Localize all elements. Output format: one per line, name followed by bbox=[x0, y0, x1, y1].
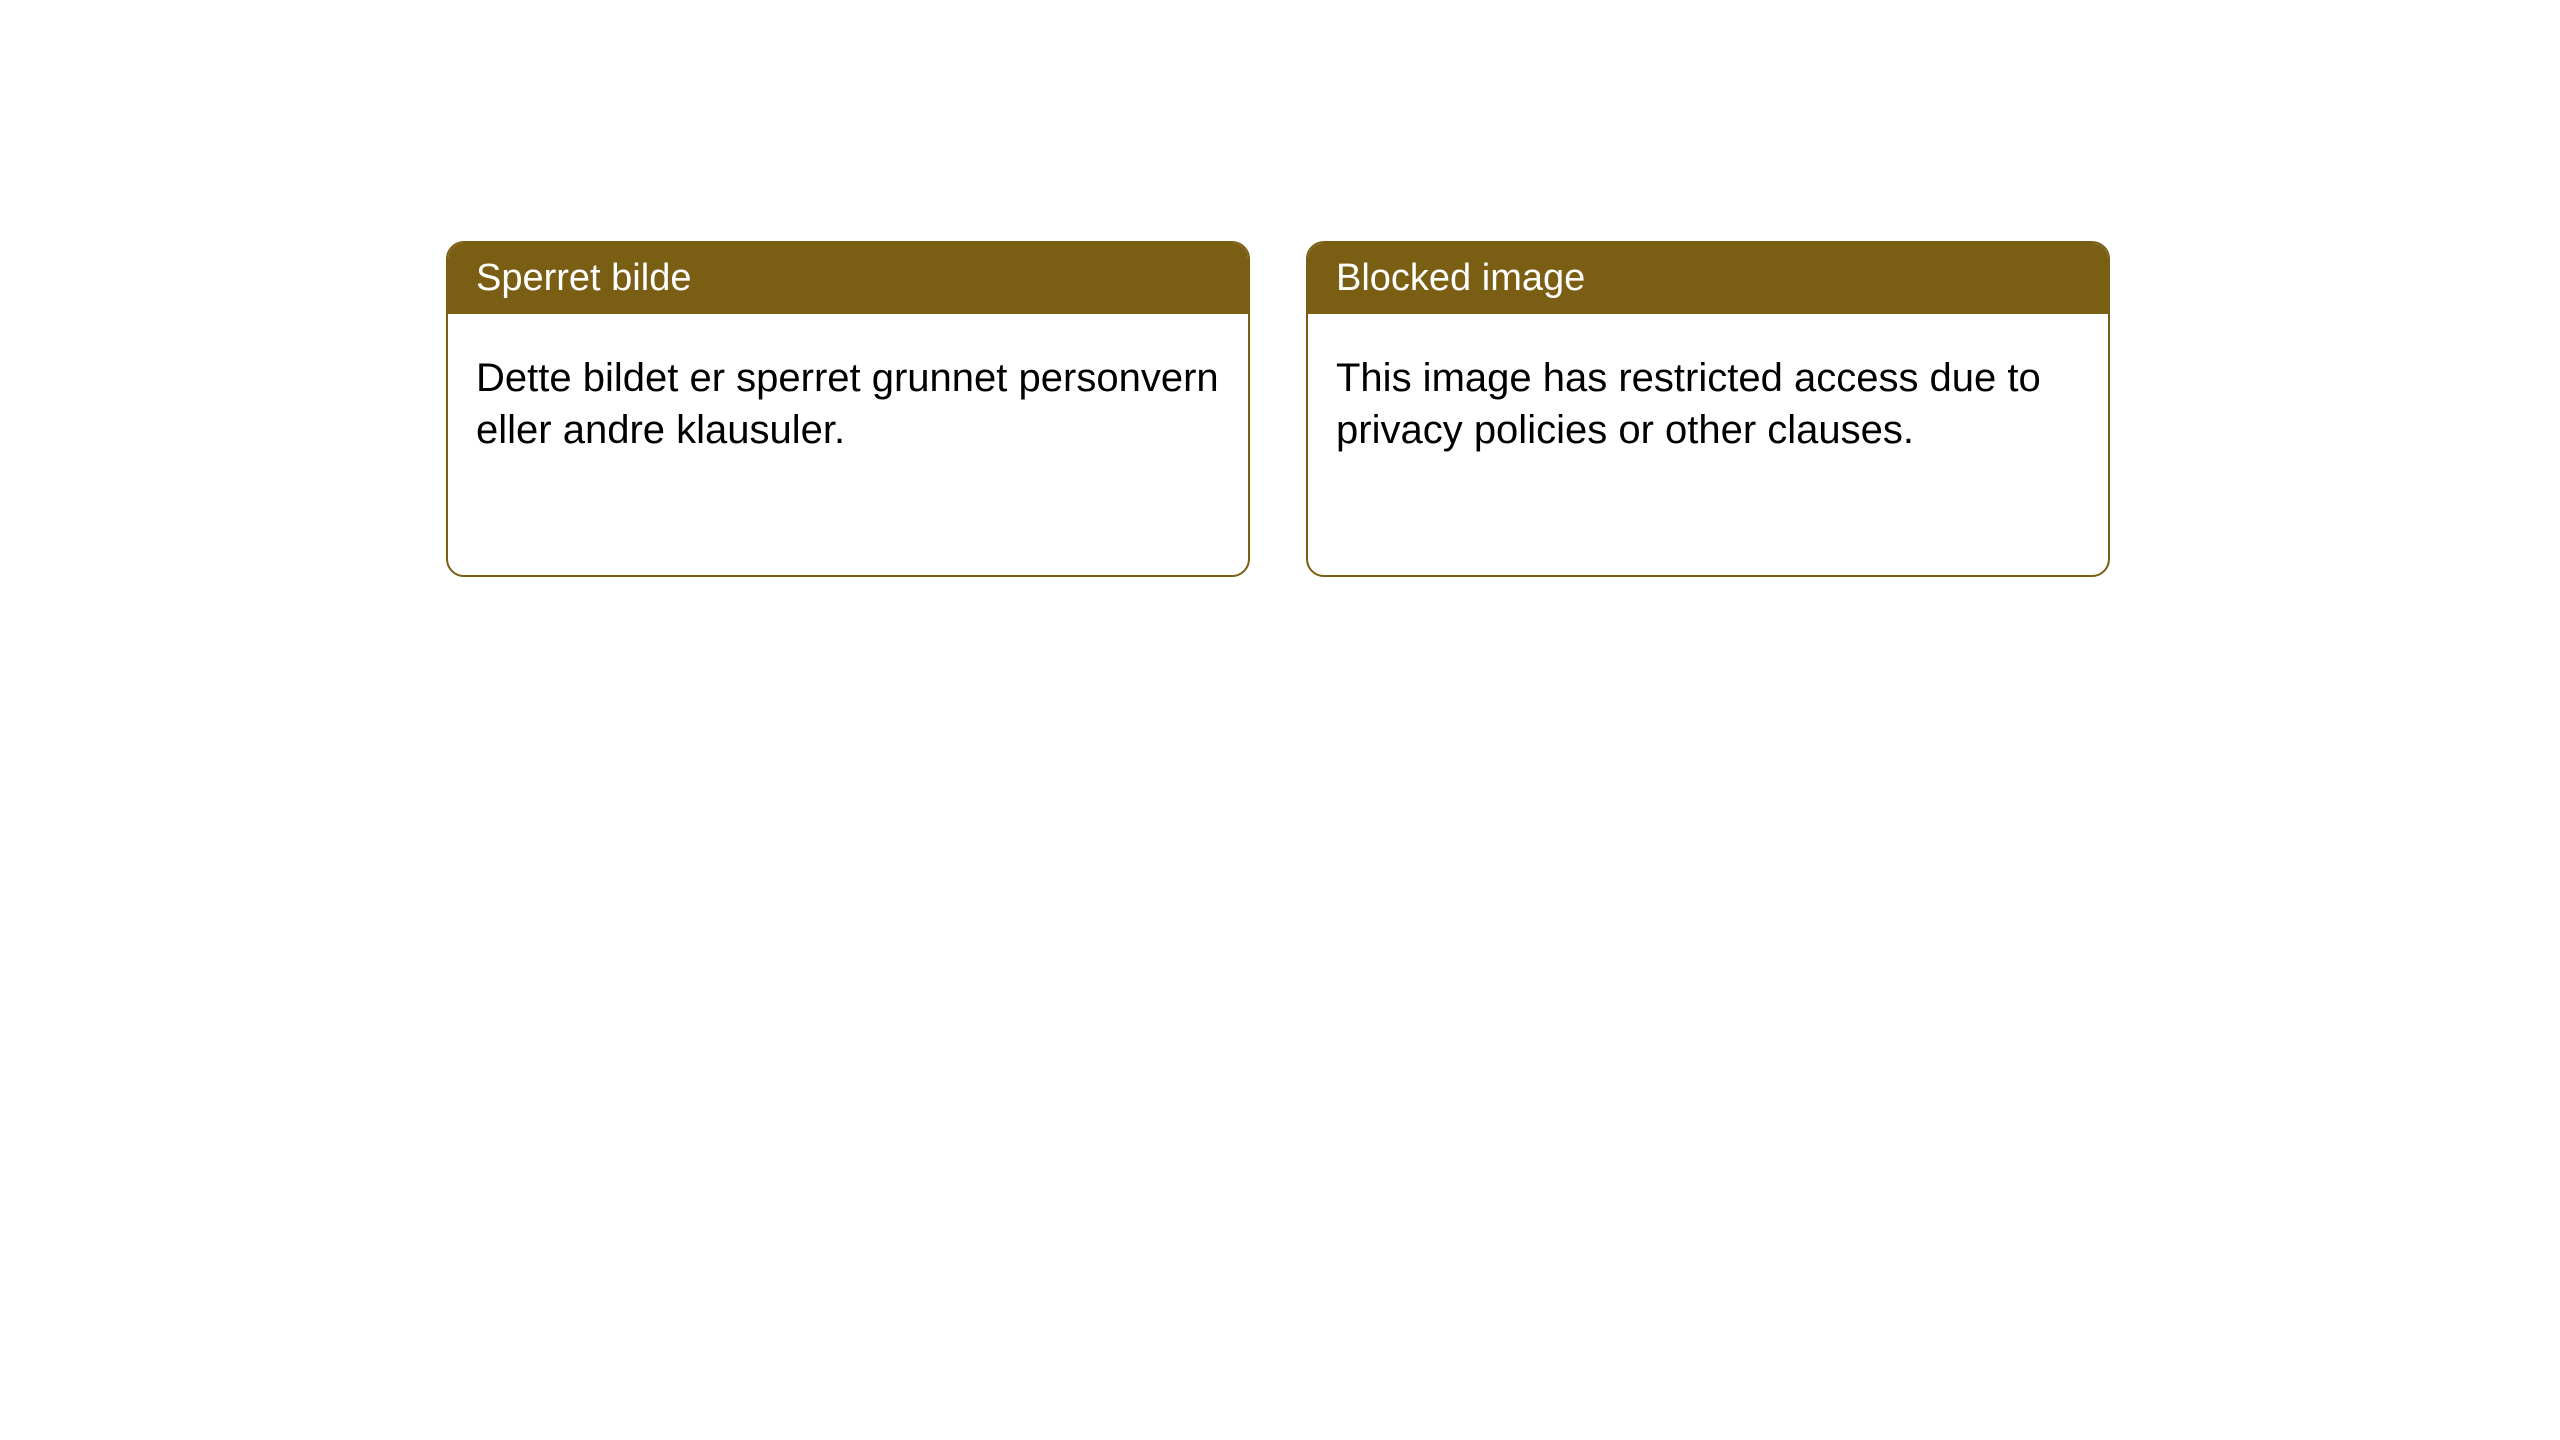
card-body-english: This image has restricted access due to … bbox=[1308, 314, 2108, 494]
card-header-english: Blocked image bbox=[1308, 243, 2108, 314]
card-title: Sperret bilde bbox=[476, 257, 691, 299]
card-body-norwegian: Dette bildet er sperret grunnet personve… bbox=[448, 314, 1248, 494]
notice-cards-container: Sperret bilde Dette bildet er sperret gr… bbox=[446, 241, 2110, 577]
card-body-text: Dette bildet er sperret grunnet personve… bbox=[476, 356, 1219, 452]
card-body-text: This image has restricted access due to … bbox=[1336, 356, 2041, 452]
card-header-norwegian: Sperret bilde bbox=[448, 243, 1248, 314]
notice-card-norwegian: Sperret bilde Dette bildet er sperret gr… bbox=[446, 241, 1250, 577]
notice-card-english: Blocked image This image has restricted … bbox=[1306, 241, 2110, 577]
card-title: Blocked image bbox=[1336, 257, 1585, 299]
